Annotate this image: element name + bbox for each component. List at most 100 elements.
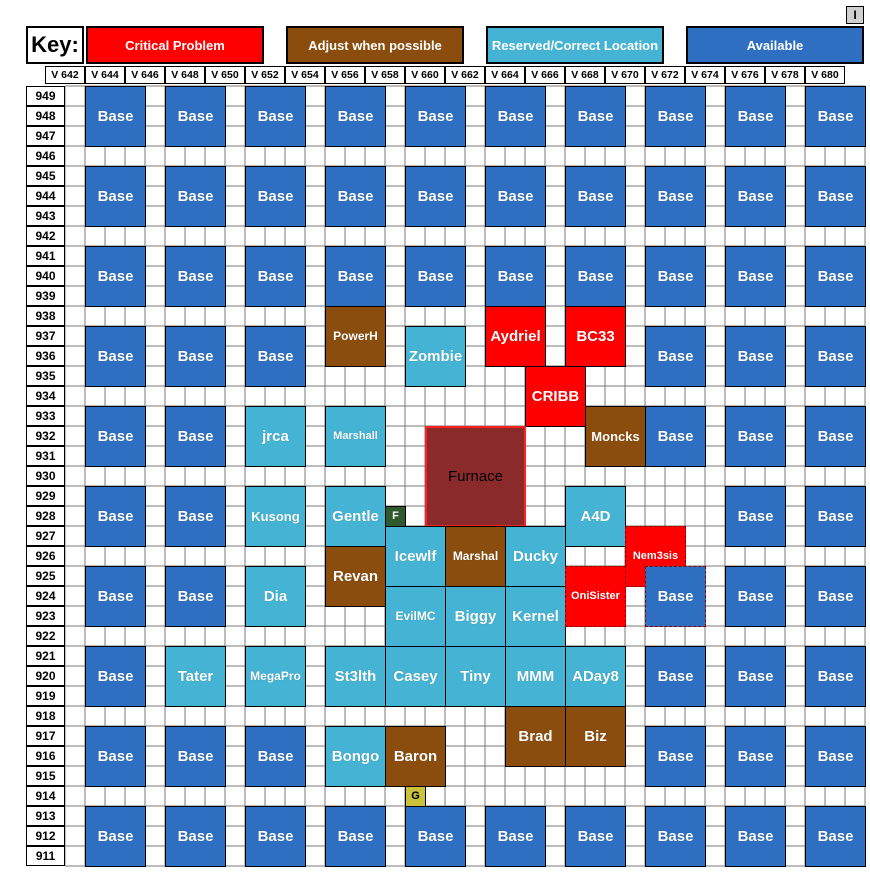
base-block: Base — [805, 246, 866, 307]
column-header: V 676 — [725, 66, 765, 84]
column-header: V 662 — [445, 66, 485, 84]
base-block: Icewlf — [385, 526, 446, 587]
base-block: Base — [565, 246, 626, 307]
base-block: Base — [165, 246, 226, 307]
column-header: V 674 — [685, 66, 725, 84]
base-block: Base — [485, 86, 546, 147]
row-header: 919 — [26, 686, 65, 706]
base-block: Base — [725, 646, 786, 707]
base-block: Kernel — [505, 586, 566, 647]
row-header: 914 — [26, 786, 65, 806]
row-header: 915 — [26, 766, 65, 786]
row-header: 944 — [26, 186, 65, 206]
base-block: Base — [245, 806, 306, 867]
base-block: Base — [325, 166, 386, 227]
base-block: Base — [325, 246, 386, 307]
base-block: Base — [725, 246, 786, 307]
column-header: V 648 — [165, 66, 205, 84]
row-header: 921 — [26, 646, 65, 666]
base-block: MMM — [505, 646, 566, 707]
base-block: MegaPro — [245, 646, 306, 707]
row-header: 939 — [26, 286, 65, 306]
row-header: 920 — [26, 666, 65, 686]
column-header: V 680 — [805, 66, 845, 84]
key-adjust-when-possible: Adjust when possible — [286, 26, 464, 64]
base-block: Aydriel — [485, 306, 546, 367]
base-block: Base — [85, 566, 146, 627]
base-block: Ducky — [505, 526, 566, 587]
key-critical-problem: Critical Problem — [86, 26, 264, 64]
row-header: 946 — [26, 146, 65, 166]
row-header: 945 — [26, 166, 65, 186]
base-block: Base — [725, 726, 786, 787]
base-block: Base — [805, 86, 866, 147]
base-block: Base — [725, 166, 786, 227]
base-block: Base — [85, 486, 146, 547]
key-available: Available — [686, 26, 864, 64]
base-block: Zombie — [405, 326, 466, 387]
column-header: V 668 — [565, 66, 605, 84]
base-block: Base — [85, 86, 146, 147]
base-block: Brad — [505, 706, 566, 767]
key-reserved-correct-location: Reserved/Correct Location — [486, 26, 664, 64]
base-block: Base — [805, 566, 866, 627]
row-header: 926 — [26, 546, 65, 566]
base-block: Base — [165, 406, 226, 467]
column-header: V 652 — [245, 66, 285, 84]
base-block: Base — [165, 726, 226, 787]
base-block: Revan — [325, 546, 386, 607]
base-block: Base — [485, 166, 546, 227]
base-block: Base — [805, 726, 866, 787]
base-block: Tiny — [445, 646, 506, 707]
base-block: Base — [485, 806, 546, 867]
column-header: V 644 — [85, 66, 125, 84]
base-block: Base — [565, 86, 626, 147]
row-header: 911 — [26, 846, 65, 866]
base-block: Biggy — [445, 586, 506, 647]
base-block: St3lth — [325, 646, 386, 707]
column-header: V 678 — [765, 66, 805, 84]
base-block: Base — [85, 326, 146, 387]
base-block: Base — [725, 806, 786, 867]
base-block: Base — [245, 166, 306, 227]
row-header: 929 — [26, 486, 65, 506]
base-block: Marshall — [325, 406, 386, 467]
base-block: Base — [85, 406, 146, 467]
base-block: Base — [725, 86, 786, 147]
base-block: Base — [325, 806, 386, 867]
row-header: 925 — [26, 566, 65, 586]
column-header: V 654 — [285, 66, 325, 84]
row-header: 943 — [26, 206, 65, 226]
base-block: Base — [805, 646, 866, 707]
base-block: Base — [405, 86, 466, 147]
row-header: 938 — [26, 306, 65, 326]
map-marker: G — [405, 786, 426, 807]
row-header: 924 — [26, 586, 65, 606]
base-block: Base — [645, 566, 706, 627]
row-header: 941 — [26, 246, 65, 266]
row-header: 949 — [26, 86, 65, 106]
base-block: Base — [85, 806, 146, 867]
row-header: 931 — [26, 446, 65, 466]
base-block: Base — [85, 246, 146, 307]
base-block: Base — [85, 166, 146, 227]
map-marker: F — [385, 506, 406, 527]
base-block: Base — [165, 86, 226, 147]
column-header: V 666 — [525, 66, 565, 84]
row-header: 942 — [26, 226, 65, 246]
base-block: Base — [565, 806, 626, 867]
base-block: Base — [805, 166, 866, 227]
base-block: Base — [325, 86, 386, 147]
row-header: 923 — [26, 606, 65, 626]
base-block: Base — [645, 646, 706, 707]
base-block: Casey — [385, 646, 446, 707]
column-header: V 658 — [365, 66, 405, 84]
row-header: 930 — [26, 466, 65, 486]
base-block: Base — [645, 246, 706, 307]
base-block: Base — [645, 806, 706, 867]
base-block: Base — [165, 566, 226, 627]
base-block: Base — [565, 166, 626, 227]
row-header: 940 — [26, 266, 65, 286]
row-header: 932 — [26, 426, 65, 446]
column-header: V 672 — [645, 66, 685, 84]
